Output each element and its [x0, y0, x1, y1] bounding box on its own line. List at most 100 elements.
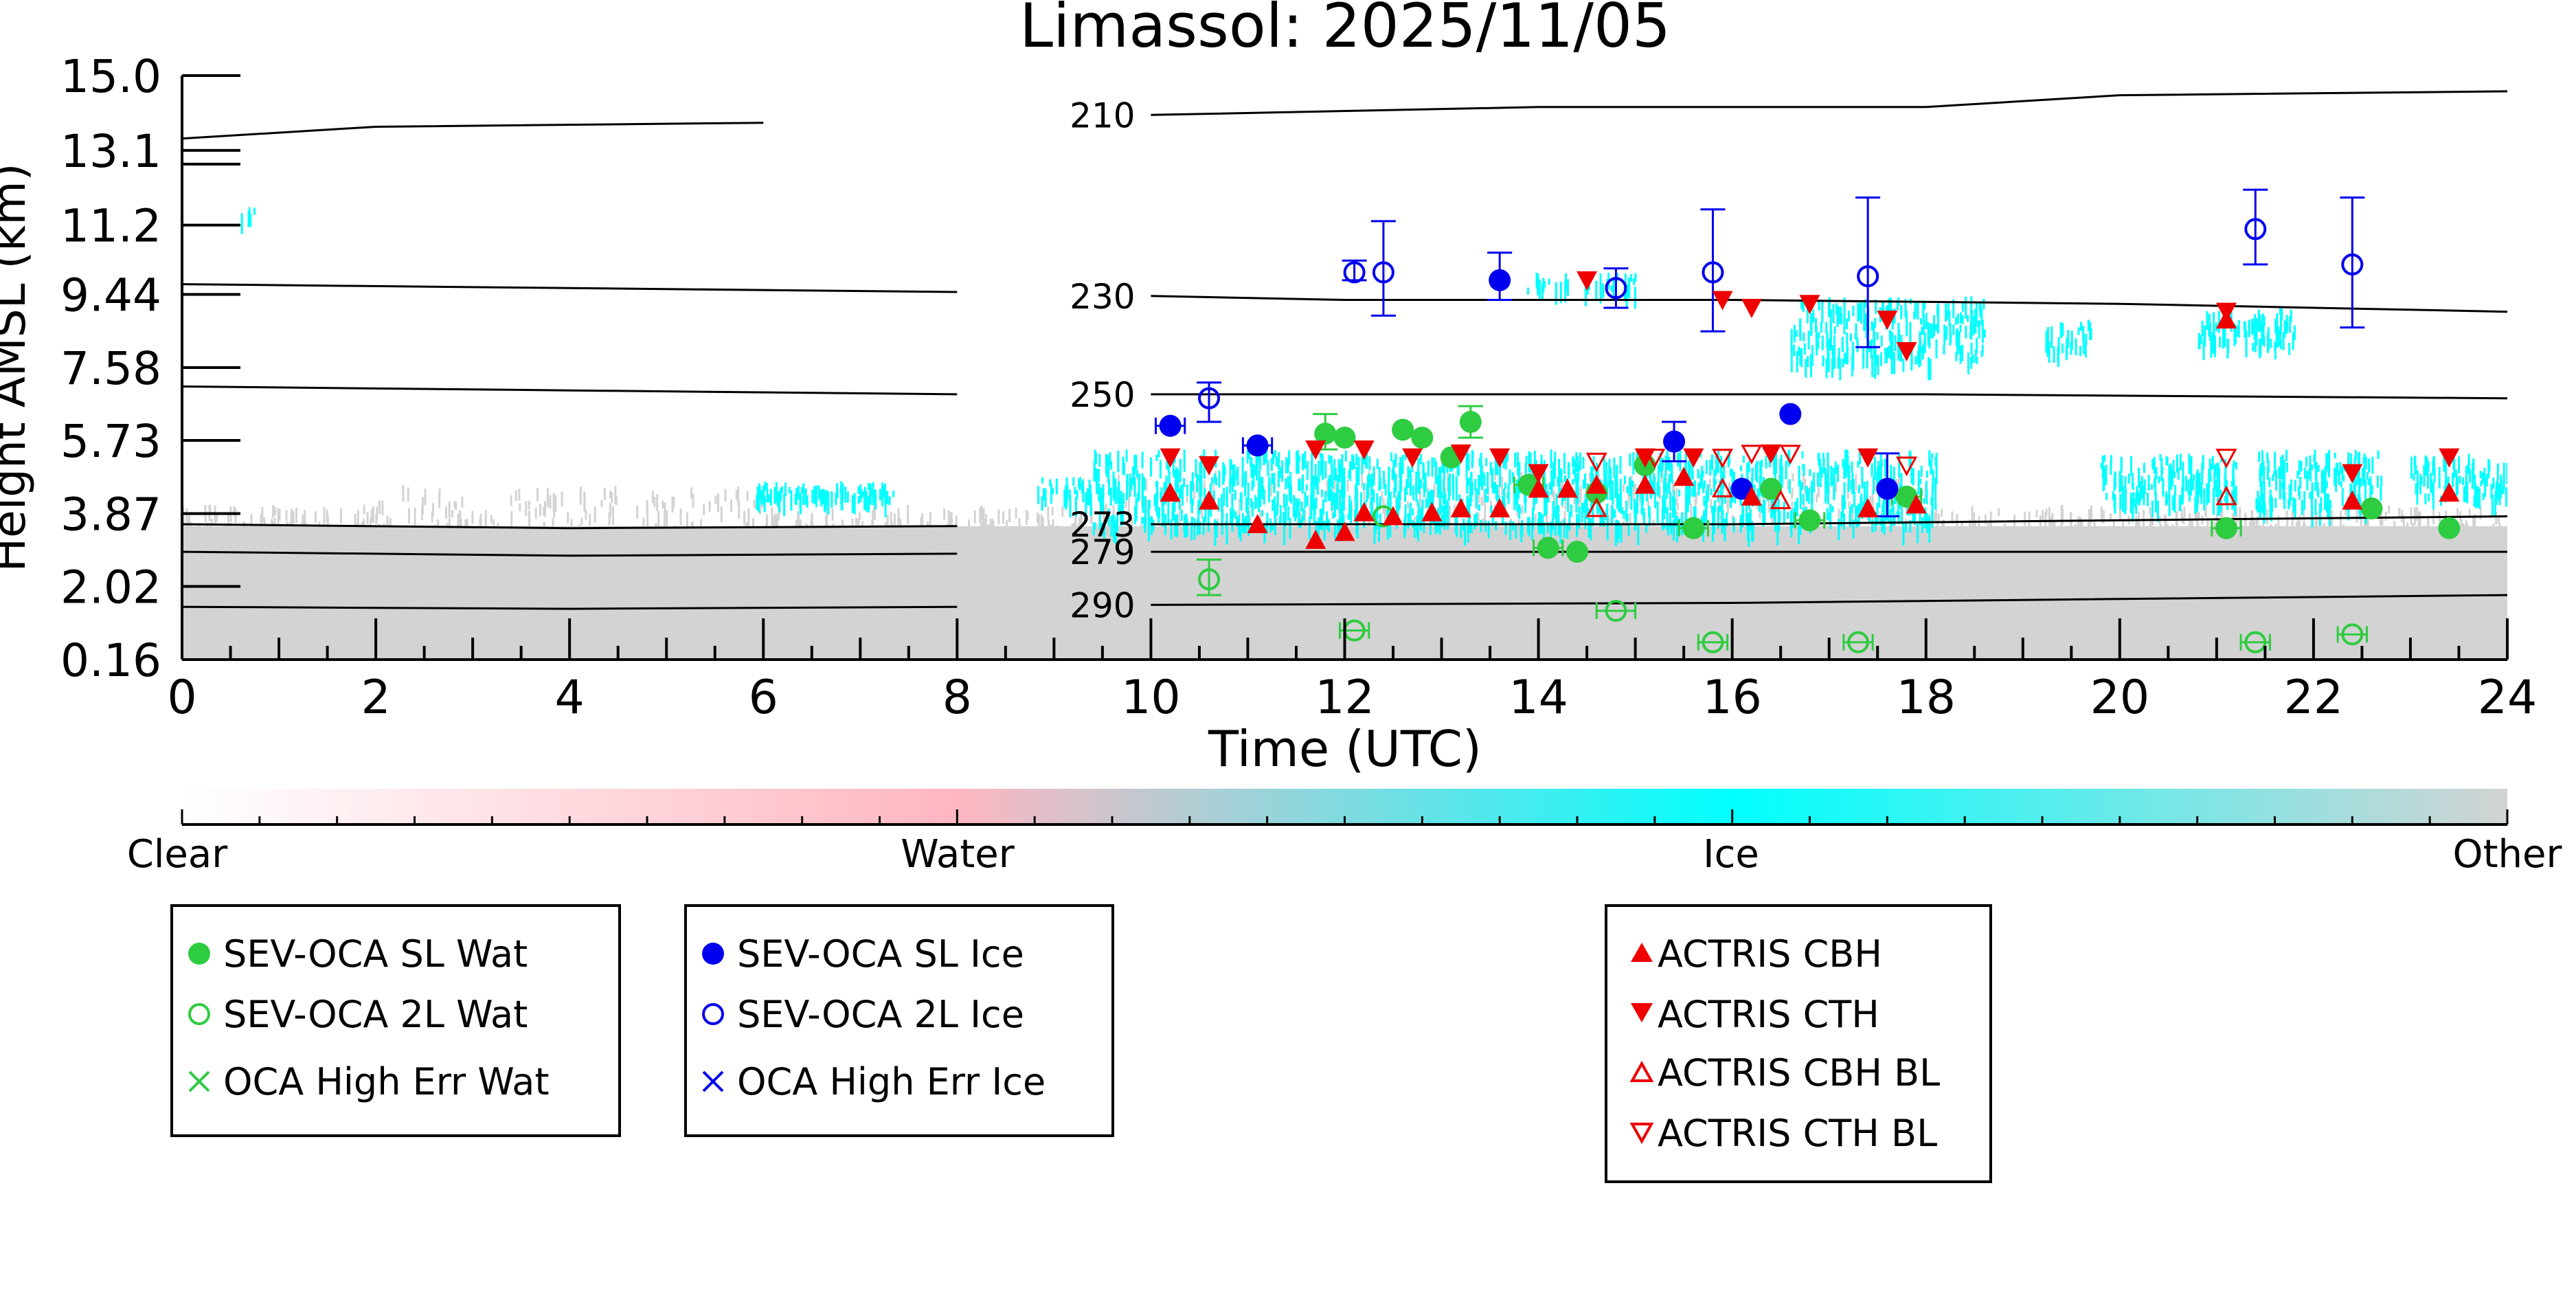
cloud-mask-ice: [1921, 326, 1923, 335]
data-point-sev-oca-sl-wat: [1566, 541, 1588, 563]
cloud-mask-ice: [1254, 495, 1257, 509]
cloud-mask-ice: [1251, 501, 1254, 509]
cloud-mask-speck: [692, 493, 694, 508]
data-point-actris-cth: [1877, 311, 1898, 330]
cloud-mask-ice: [1922, 301, 1925, 317]
cloud-mask-speck: [2039, 515, 2042, 534]
cloud-mask-ice: [2089, 322, 2092, 341]
cloud-mask-ice: [1554, 451, 1557, 463]
cloud-mask-ice: [1920, 346, 1923, 353]
cloud-mask-ice: [1427, 491, 1430, 504]
cloud-mask-speck: [1667, 478, 1669, 487]
cloud-mask-ice: [1919, 331, 1921, 349]
data-point-sev-oca-2l-ice: [2341, 253, 2364, 276]
cloud-mask-ice: [1302, 453, 1304, 471]
cloud-mask-ice: [1287, 458, 1289, 473]
legend-marker-higherr-wat: [188, 1070, 210, 1092]
cloud-mask-ice: [2113, 473, 2116, 490]
cloud-mask-speck: [1304, 525, 1307, 535]
cloud-mask-speck: [525, 501, 528, 517]
cloud-mask-speck: [2081, 522, 2083, 535]
cloud-mask-ice: [1442, 518, 1445, 527]
cloud-mask-ice: [2480, 480, 2483, 486]
cloud-mask-speck: [383, 523, 385, 539]
isotherm-line: [1151, 295, 2508, 313]
cloud-mask-ice: [1410, 473, 1412, 489]
cloud-mask-ice: [1470, 491, 1473, 502]
cloud-mask-ice: [1466, 501, 1469, 518]
cloud-mask-ice: [1978, 320, 1980, 327]
cloud-mask-ice: [2151, 500, 2154, 517]
cloud-mask-ice: [1884, 458, 1886, 478]
cloud-mask-speck: [369, 517, 372, 528]
cloud-mask-ice: [1246, 450, 1249, 464]
cloud-mask-ice: [2279, 308, 2282, 322]
cloud-mask-ice: [1819, 464, 1822, 488]
cloud-mask-ice: [1890, 331, 1893, 344]
data-point-actris-cth: [1577, 271, 1598, 291]
cloud-mask-ice: [1657, 464, 1660, 482]
cloud-mask-ice: [1554, 524, 1557, 536]
cloud-mask-speck: [594, 506, 596, 523]
cloud-mask-ice: [1517, 487, 1519, 499]
cloud-mask-ice: [1193, 518, 1196, 540]
cloud-mask-ice: [1726, 513, 1728, 526]
data-point-actris-cth: [2342, 464, 2363, 484]
cloud-mask-ice: [2474, 490, 2476, 499]
cloud-mask-ice: [1843, 462, 1846, 480]
cloud-mask-ice: [1844, 501, 1846, 509]
cloud-mask-speck: [1795, 521, 1798, 534]
cloud-mask-ice: [2257, 491, 2259, 513]
cloud-mask-ice: [2127, 473, 2130, 484]
cloud-mask-ice: [1846, 456, 1849, 472]
cloud-mask-ice: [1874, 345, 1877, 367]
cloud-mask-ice: [1584, 494, 1587, 502]
cloud-mask-ice: [2261, 313, 2264, 326]
cloud-mask-speck: [1131, 517, 1133, 527]
cloud-mask-speck: [2474, 514, 2476, 529]
cloud-mask-ice: [2114, 494, 2116, 514]
cloud-mask-ice: [1802, 464, 1805, 470]
cloud-mask-ice: [1614, 476, 1617, 485]
data-point-actris-cth-bl: [1585, 452, 1607, 473]
cloud-mask-speck: [656, 494, 659, 511]
data-point-actris-cbh-bl: [1585, 497, 1607, 517]
cloud-mask-ice: [1412, 508, 1414, 516]
cloud-mask-speck: [1873, 480, 1876, 492]
cloud-mask-ice: [1603, 479, 1606, 491]
cloud-mask-speck: [797, 510, 800, 529]
cloud-mask-ice: [2289, 316, 2292, 333]
cloud-mask-speck: [2419, 511, 2421, 526]
cloud-mask-ice: [2161, 467, 2164, 474]
cloud-mask-speck: [1564, 496, 1567, 510]
cloud-mask-speck: [448, 518, 451, 530]
cloud-mask-ice: [2215, 480, 2217, 497]
cloud-mask-ice: [1320, 459, 1323, 476]
cloud-mask-ice: [2506, 462, 2507, 484]
cloud-mask-speck: [539, 504, 541, 517]
cloud-mask-ice: [1568, 462, 1570, 475]
cloud-mask-ice: [1548, 482, 1551, 491]
cloud-mask-ice: [1147, 519, 1150, 541]
cloud-mask-speck: [578, 524, 581, 535]
cloud-mask-speck: [1078, 517, 1081, 528]
cloud-mask-ice: [1451, 473, 1454, 490]
cloud-mask-speck: [1673, 481, 1675, 498]
cloud-mask-ice: [1777, 502, 1780, 523]
cloud-mask-ice: [1102, 489, 1105, 499]
cloud-mask-ice: [1439, 470, 1442, 491]
cloud-mask-speck: [927, 521, 929, 528]
cloud-mask-ice: [2290, 479, 2293, 491]
cloud-mask-ice: [846, 491, 849, 503]
cloud-mask-ice: [2314, 482, 2317, 491]
cloud-mask-ice: [2178, 499, 2181, 511]
cloud-mask-ice: [1757, 491, 1760, 499]
cloud-mask-ice: [1245, 497, 1247, 513]
cloud-mask-ice: [1310, 503, 1313, 519]
cloud-mask-ice: [1932, 469, 1934, 491]
cloud-mask-ice: [1138, 480, 1140, 501]
cloud-mask-ice: [1098, 514, 1101, 530]
cloud-mask-speck: [2093, 520, 2096, 536]
cloud-mask-ice: [1927, 517, 1930, 532]
